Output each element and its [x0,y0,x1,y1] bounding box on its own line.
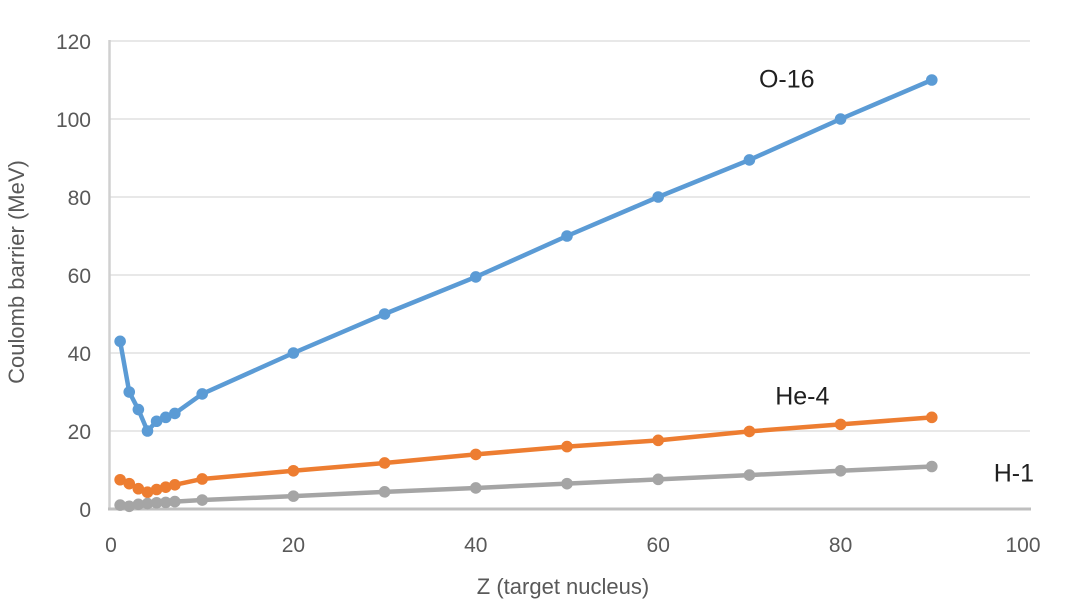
data-point-He-4-z50 [561,440,573,453]
data-point-O-16-z40 [470,271,482,283]
data-point-H-1-z30 [378,486,391,498]
x-axis-title: Z (target nucleus) [476,574,650,599]
data-point-O-16-z50 [561,230,573,242]
data-point-H-1-z40 [470,482,482,494]
series-line-O-16 [117,77,935,434]
data-point-O-16-z6 [159,411,172,424]
series-line-H-1 [117,464,935,509]
data-point-O-16-z3 [132,403,145,416]
x-tick-label-100: 100 [1005,534,1040,557]
data-point-He-4-z3 [132,482,145,495]
data-point-He-4-z6 [159,481,172,493]
data-point-H-1-z6 [159,496,172,509]
data-point-He-4-z40 [470,448,482,461]
data-point-H-1-z5 [150,496,163,509]
data-point-He-4-z20 [287,464,300,477]
data-point-He-4-z2 [123,477,136,490]
data-point-O-16-z4 [141,425,154,437]
data-point-O-16-z1 [114,335,126,348]
data-point-O-16-z70 [743,154,756,166]
data-point-H-1-z4 [141,497,154,510]
data-point-He-4-z7 [169,479,181,491]
data-point-H-1-z60 [652,473,664,486]
data-point-He-4-z60 [652,434,664,447]
data-point-O-16-z60 [652,191,664,203]
x-tick-label-60: 60 [647,534,670,557]
data-point-H-1-z7 [169,495,181,508]
data-point-He-4-z30 [378,457,391,469]
series-line-He-4 [117,415,935,495]
y-tick-label-80: 80 [68,187,91,210]
data-point-H-1-z70 [743,469,756,481]
data-point-O-16-z90 [926,74,938,86]
data-point-H-1-z2 [123,500,136,513]
x-tick-label-80: 80 [829,534,852,557]
data-point-O-16-z10 [196,388,208,400]
data-point-H-1-z1 [114,499,126,511]
data-point-He-4-z10 [196,473,208,485]
data-point-O-16-z80 [834,113,847,125]
data-point-He-4-z1 [114,473,126,486]
y-tick-label-20: 20 [68,421,91,444]
y-tick-label-0: 0 [79,499,91,522]
y-tick-label-120: 120 [56,31,91,54]
series-label-o16: O-16 [758,65,815,94]
x-tick-label-0: 0 [105,534,117,557]
y-tick-label-60: 60 [68,265,91,288]
x-tick-label-20: 20 [282,534,305,557]
data-point-O-16-z20 [287,347,300,359]
data-point-H-1-z80 [834,464,847,477]
data-point-He-4-z5 [150,483,163,496]
series-label-h1: H-1 [993,459,1035,488]
data-point-O-16-z30 [378,308,391,320]
x-tick-label-40: 40 [464,534,487,557]
data-point-He-4-z4 [141,486,154,499]
data-point-H-1-z20 [287,490,300,502]
data-point-He-4-z90 [926,411,938,424]
data-point-H-1-z50 [561,477,573,490]
y-tick-label-100: 100 [56,109,91,132]
data-point-H-1-z90 [926,460,938,473]
data-point-O-16-z2 [123,386,136,398]
data-point-He-4-z70 [743,425,756,438]
data-point-H-1-z3 [132,498,145,511]
data-point-O-16-z5 [150,415,163,428]
y-tick-label-40: 40 [68,343,91,366]
data-point-H-1-z10 [196,494,208,506]
y-axis-title: Coulomb barrier (MeV) [4,160,29,384]
data-point-O-16-z7 [169,407,181,420]
series-label-he4: He-4 [775,382,830,411]
data-point-He-4-z80 [834,418,847,431]
